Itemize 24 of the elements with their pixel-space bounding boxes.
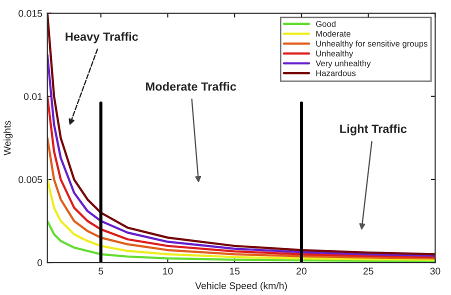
- line-series: [47, 178, 436, 261]
- x-tick-label: 5: [98, 268, 104, 275]
- x-tick-label: 25: [363, 268, 374, 275]
- x-tick-label: 30: [430, 268, 440, 275]
- y-tick-label: 0.015: [18, 10, 42, 17]
- legend-label: Moderate: [316, 30, 350, 37]
- y-tick-label: 0.005: [18, 176, 42, 184]
- line-series: [47, 95, 436, 258]
- y-axis-title: Weights: [4, 120, 13, 156]
- x-tick-label: 10: [163, 268, 173, 275]
- legend-label: Unhealthy for sensitive groups: [316, 40, 428, 48]
- x-axis-title: Vehicle Speed (km/h): [195, 282, 287, 292]
- annotation: Heavy Traffic: [66, 32, 138, 44]
- legend-label: Unhealthy: [316, 50, 354, 58]
- y-tick-label: 0.01: [24, 93, 42, 100]
- x-tick-label: 15: [230, 268, 240, 275]
- x-tick-label: 20: [296, 268, 306, 275]
- line-series: [47, 136, 436, 260]
- annotation: Moderate Traffic: [146, 82, 236, 91]
- legend-label: Hazardous: [316, 70, 356, 76]
- y-tick-label: 0: [37, 259, 42, 266]
- legend-label: Good: [316, 20, 336, 27]
- legend-label: Very unhealthy: [316, 60, 371, 68]
- annotation: Light Traffic: [340, 124, 407, 136]
